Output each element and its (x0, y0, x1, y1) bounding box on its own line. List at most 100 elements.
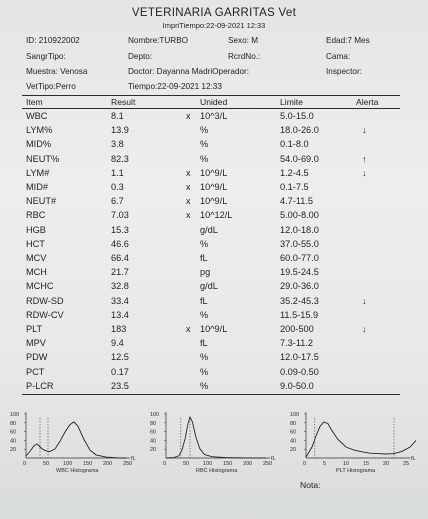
table-row: WBC 8.1 x 10^3/L 5.0-15.0 (0, 111, 428, 124)
y-tick-label: 100 (290, 412, 299, 418)
item-name: P-LCR (26, 380, 54, 391)
result-value: 66.4 (111, 253, 129, 263)
test-time: Tiempo:22-09-2021 12:33 (128, 82, 222, 91)
table-row: MPV 9.4 fL 7.3-11.2 (0, 338, 428, 351)
x-tick-label: 100 (63, 461, 72, 467)
x-tick-label: 50 (183, 461, 189, 467)
unit: g/dL (200, 224, 218, 235)
unit-multiplier: x (186, 210, 191, 221)
y-tick-label: 80 (150, 421, 156, 427)
patient-sex: Sexo: M (228, 36, 259, 45)
table-rule-bottom (22, 394, 400, 395)
x-tick-label: 25 (403, 461, 409, 467)
col-header-alert: Alerta (356, 97, 379, 107)
x-tick-label: 5 (323, 461, 326, 467)
reference-limit: 9.0-50.0 (280, 380, 314, 391)
item-name: WBC (26, 111, 48, 121)
patient-age: Edad:7 Mes (326, 36, 370, 45)
item-name: MCV (26, 253, 47, 263)
histogram-curve (165, 415, 266, 459)
reference-limit: 1.2-4.5 (280, 167, 309, 178)
alert-flag: ↓ (362, 167, 367, 178)
table-row: RDW-CV 13.4% 11.5-15.9 (0, 310, 428, 323)
header-rule-bottom (22, 108, 400, 109)
patient-id: ID: 210922002 (26, 36, 80, 45)
table-row: LYM% 13.9% 18.0-26.0 ↓ (0, 125, 428, 138)
footer-note: Nota: (300, 480, 321, 490)
unit: g/dL (200, 281, 218, 292)
item-name: MID# (26, 182, 48, 192)
reference-limit: 37.0-55.0 (280, 238, 319, 249)
unit: 10^9/L (200, 324, 228, 334)
result-value: 32.8 (111, 281, 129, 292)
vet-type: VetTipo:Perro (26, 82, 76, 91)
item-name: MCH (26, 267, 47, 278)
result-value: 183 (111, 324, 127, 334)
unit: % (200, 309, 209, 320)
y-tick-label: 80 (10, 421, 16, 427)
histogram-curve (305, 421, 417, 458)
alert-flag: ↓ (362, 324, 367, 334)
unit: % (200, 125, 209, 136)
item-name: MCHC (26, 281, 54, 292)
histogram-curve (25, 421, 126, 459)
table-row: MCH 21.7 pg 19.5-24.5 (0, 267, 428, 280)
y-tick-label: 80 (290, 421, 296, 427)
blood-type: SangrTipo: (26, 52, 66, 61)
result-value: 13.4 (111, 309, 129, 320)
y-tick-label: 40 (10, 438, 16, 444)
x-tick-label: 150 (223, 461, 232, 467)
result-value: 82.3 (111, 153, 129, 164)
table-row: MID% 3.8% 0.1-8.0 (0, 139, 428, 152)
item-name: PLT (26, 324, 43, 334)
item-name: PDW (26, 352, 48, 363)
table-row: HCT 46.6% 37.0-55.0 (0, 239, 428, 252)
table-row: HGB 15.3 g/dL 12.0-18.0 (0, 225, 428, 238)
x-tick-label: 250 (263, 461, 272, 467)
y-tick-label: 20 (10, 447, 16, 453)
result-value: 6.7 (111, 196, 124, 207)
x-tick-label: 0 (163, 461, 166, 467)
rbc-histogram: 100 80 60 40 20 0 50 100 150 200 250 fL RBC Histogra… (144, 408, 282, 480)
unit: % (200, 380, 209, 391)
reference-limit: 200-500 (280, 324, 314, 334)
x-tick-label: 10 (343, 461, 349, 467)
item-name: LYM# (26, 167, 50, 178)
reference-limit: 11.5-15.9 (280, 309, 319, 320)
result-value: 13.9 (111, 125, 129, 136)
unit-multiplier: x (186, 111, 191, 121)
alert-flag: ↓ (362, 125, 367, 136)
item-name: NEUT% (26, 153, 60, 164)
reference-limit: 5.00-8.00 (280, 210, 319, 221)
reference-limit: 54.0-69.0 (280, 153, 319, 164)
table-row: MCHC 32.8 g/dL 29.0-36.0 (0, 281, 428, 294)
reference-limit: 29.0-36.0 (280, 281, 319, 292)
unit-multiplier: x (186, 182, 191, 192)
unit: % (200, 238, 209, 249)
col-header-result: Result (111, 97, 136, 107)
unit: 10^9/L (200, 196, 228, 207)
histogram-name: PLT Histograma (336, 468, 376, 474)
reference-limit: 4.7-11.5 (280, 196, 314, 207)
reference-limit: 7.3-11.2 (280, 338, 314, 349)
header-rule-top (22, 95, 400, 96)
result-value: 0.3 (111, 182, 124, 192)
x-tick-label: 100 (203, 461, 212, 467)
item-name: NEUT# (26, 196, 57, 207)
table-row: MCV 66.4 fL 60.0-77.0 (0, 253, 428, 266)
col-header-limit: Limite (280, 97, 303, 107)
unit: pg (200, 267, 211, 278)
result-value: 21.7 (111, 267, 129, 278)
unit: 10^12/L (200, 210, 233, 221)
x-tick-label: 0 (23, 461, 26, 467)
wbc-histogram: 100 80 60 40 20 0 50 100 150 200 250 fL WBC Histogra… (4, 408, 144, 480)
record-number: RcrdNo.: (228, 52, 261, 61)
x-tick-label: 15 (363, 461, 369, 467)
item-name: HGB (26, 224, 46, 235)
item-name: MPV (26, 338, 46, 349)
item-name: RDW-SD (26, 295, 64, 306)
col-header-unit: Unided (200, 97, 228, 107)
histogram-name: RBC Histograma (196, 468, 238, 474)
item-name: PCT (26, 366, 45, 377)
